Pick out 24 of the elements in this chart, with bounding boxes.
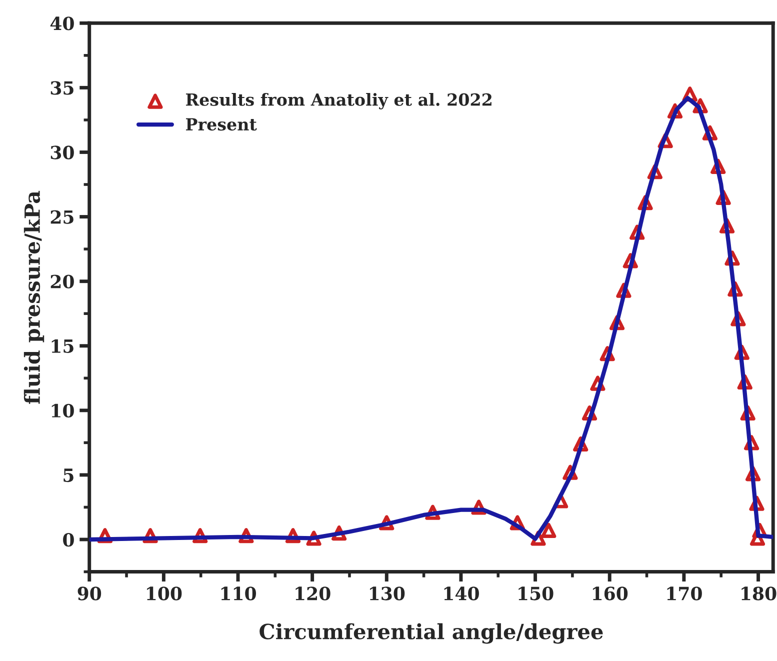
y-tick-label: 20 bbox=[50, 274, 74, 288]
y-tick-label: 35 bbox=[50, 81, 74, 95]
x-tick-label: 130 bbox=[370, 586, 405, 600]
x-tick-label: 160 bbox=[592, 586, 628, 600]
point bbox=[541, 522, 556, 538]
legend-label: Results from Anatoliy et al. 2022 bbox=[186, 93, 492, 110]
x-tick-label: 170 bbox=[667, 586, 702, 600]
x-tick-label: 100 bbox=[147, 586, 182, 600]
y-tick-label: 40 bbox=[50, 16, 74, 30]
y-tick-label: 10 bbox=[52, 404, 74, 418]
x-tick-label: 150 bbox=[518, 586, 554, 600]
x-tick-label: 180 bbox=[742, 586, 776, 600]
x-tick-label: 140 bbox=[444, 586, 479, 600]
y-tick-label: 30 bbox=[50, 146, 74, 160]
x-tick-label: 90 bbox=[78, 586, 102, 600]
x-axis-title: Circumferential angle/degree bbox=[260, 623, 603, 644]
x-tick-label: 120 bbox=[296, 586, 330, 600]
x-tick-label: 110 bbox=[221, 586, 256, 600]
y-tick-label: 5 bbox=[64, 468, 74, 482]
y-tick-label: 0 bbox=[63, 532, 74, 547]
y-tick-label: 15 bbox=[52, 339, 74, 353]
y-axis-title: fluid pressure/kPa bbox=[24, 190, 44, 404]
legend-label: Present bbox=[186, 118, 257, 131]
y-tick-label: 25 bbox=[50, 210, 74, 224]
